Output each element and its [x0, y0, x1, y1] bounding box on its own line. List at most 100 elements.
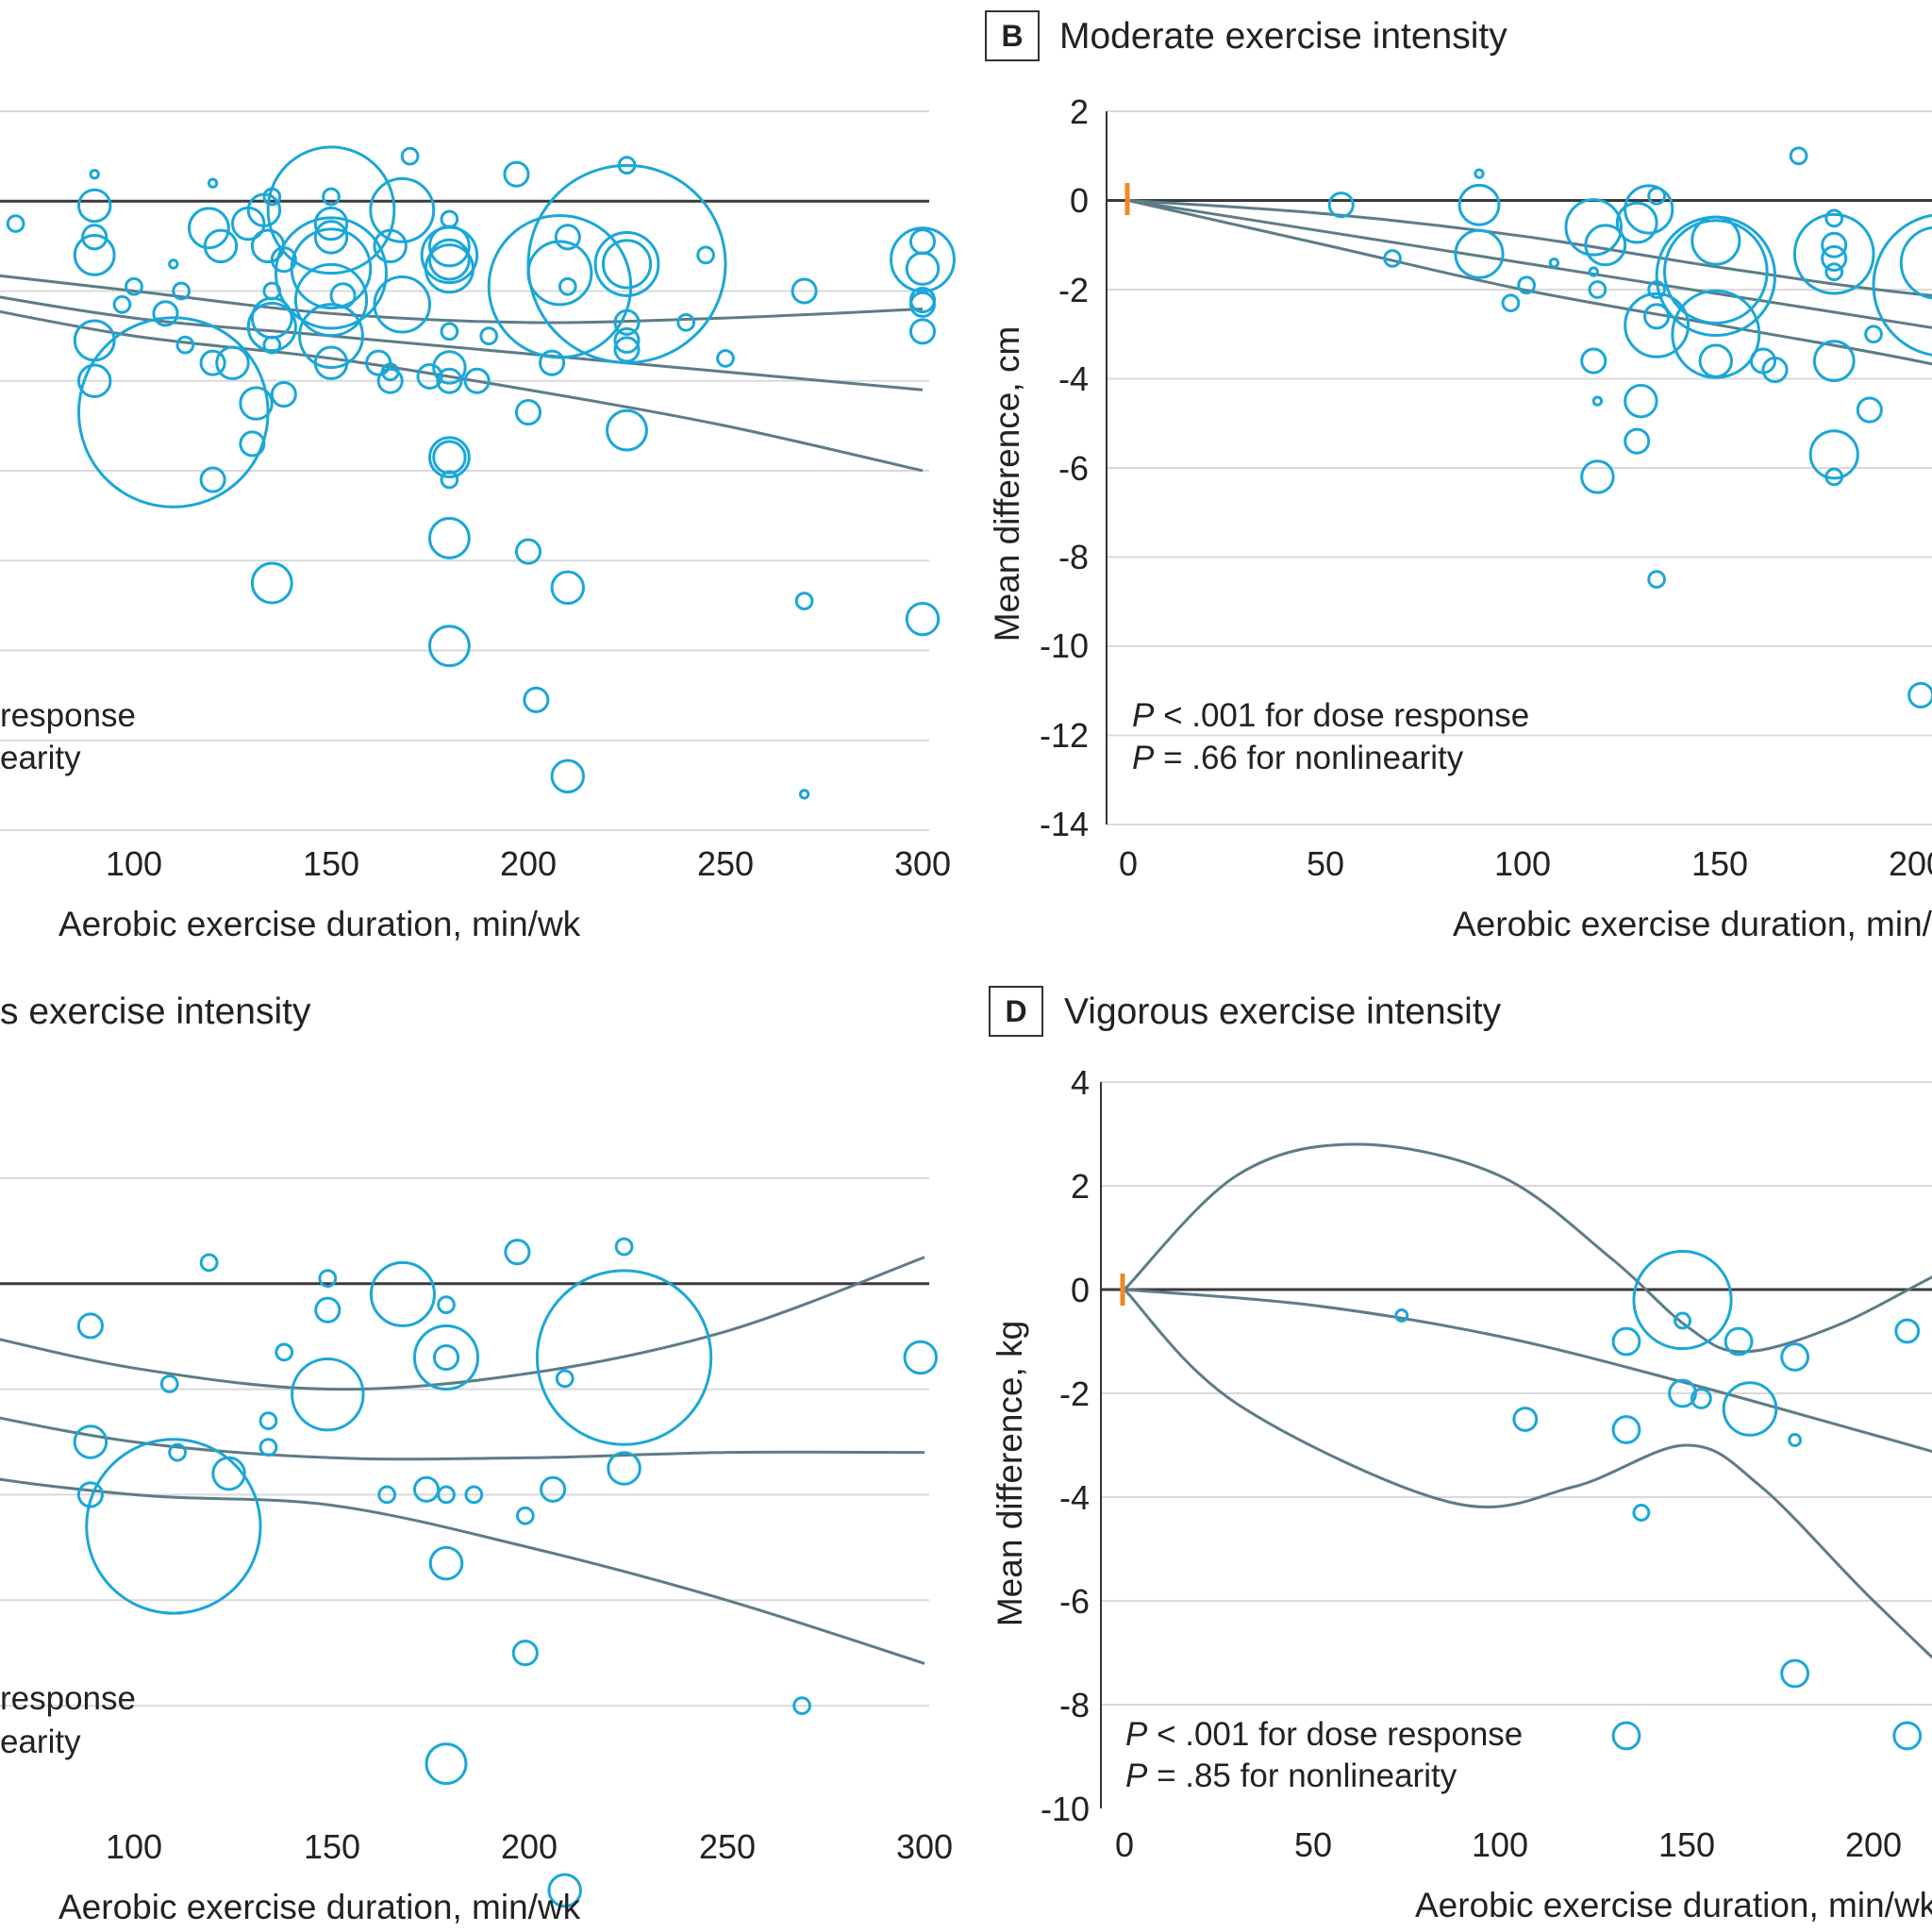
panel-a-study-bubble — [89, 168, 100, 180]
panel-b-annotation-dose: P < .001 for dose response — [1132, 697, 1529, 734]
panel-a-x-tick: 100 — [106, 844, 162, 883]
panel-a-study-bubble — [436, 367, 463, 394]
panel-c-study-bubble — [168, 1442, 187, 1462]
panel-d-study-bubble — [1611, 1415, 1641, 1444]
panel-d-y-tick: -10 — [1041, 1790, 1090, 1828]
panel-a-study-bubble — [73, 319, 116, 362]
panel-c-x-tick: 100 — [106, 1827, 162, 1866]
panel-b-study-bubble — [1624, 427, 1651, 455]
panel-c-study-bubble — [437, 1295, 456, 1314]
panel-c-x-tick: 150 — [304, 1827, 360, 1866]
panel-a-study-bubble — [440, 209, 459, 229]
panel-b-y-tick: -12 — [1040, 716, 1089, 755]
panel-b-study-bubble — [1761, 357, 1789, 384]
panel-d-letter-box — [989, 986, 1043, 1037]
panel-a: 100 150 200 250 300 Aerobic exercise dur… — [0, 110, 956, 943]
panel-c-annotation-nonlinearity: earity — [0, 1724, 81, 1760]
panel-d-gridlines — [1101, 1081, 1932, 1706]
panel-d-y-tick: 0 — [1071, 1271, 1090, 1309]
panel-d-study-bubble — [1892, 1721, 1923, 1751]
panel-c-x-axis-title: Aerobic exercise duration, min/wk — [58, 1888, 581, 1926]
panel-d-estimate-curve — [1124, 1288, 1932, 1454]
panel-c-study-bubble — [515, 1506, 535, 1525]
panel-c-study-bubble — [535, 1269, 713, 1446]
panel-d-study-bubble — [1512, 1407, 1539, 1432]
panel-d-study-bubble — [1722, 1381, 1778, 1437]
panel-d-x-axis-title: Aerobic exercise duration, min/wk — [1415, 1886, 1932, 1924]
panel-a-study-bubble — [125, 276, 143, 296]
panel-b-annotation-nonlinearity: P = .66 for nonlinearity — [1132, 740, 1464, 776]
panel-d-annotation-dose-text: < .001 for dose response — [1147, 1716, 1523, 1753]
panel-a-study-bubble — [696, 245, 715, 265]
panel-d-x-tick: 150 — [1658, 1825, 1715, 1864]
panel-c-curves — [0, 1256, 925, 1665]
panel-a-study-bubble — [798, 789, 810, 800]
panel-a-study-bubble — [290, 227, 373, 309]
panel-c-x-ticks: 100 150 200 250 300 — [106, 1827, 953, 1866]
panel-b-study-bubble — [1789, 146, 1808, 166]
panel-b-bubbles — [1327, 146, 1932, 709]
panel-a-study-bubble — [81, 224, 108, 251]
panel-c-study-bubble — [73, 1424, 108, 1459]
panel-a-study-bubble — [550, 570, 586, 606]
panel-b-estimate-curve — [1127, 199, 1932, 329]
panel-b-study-bubble — [1643, 303, 1671, 330]
panel-b-study-bubble — [1824, 467, 1844, 487]
panel-c-upper-ci-curve — [0, 1256, 925, 1391]
panel-b-y-tick: -10 — [1040, 626, 1089, 665]
panel-b-letter: B — [1001, 19, 1023, 53]
panel-b-x-tick: 50 — [1307, 844, 1344, 883]
panel-a-study-bubble — [514, 538, 542, 565]
panel-c-study-bubble — [412, 1475, 441, 1503]
panel-b-x-axis-title: Aerobic exercise duration, min/wk — [1453, 905, 1932, 943]
panel-d-y-tick: -4 — [1059, 1478, 1090, 1517]
panel-b-study-bubble — [1580, 347, 1607, 375]
panel-d-curves — [1123, 1142, 1932, 1659]
panel-b-x-ticks: 0 50 100 150 200 — [1119, 844, 1932, 883]
panel-d-y-ticks: 4 2 0 -2 -4 -6 -8 -10 — [1041, 1063, 1090, 1828]
panel-a-study-bubble — [908, 228, 937, 256]
panel-d-lower-ci-curve — [1123, 1288, 1932, 1659]
panel-c-estimate-curve — [0, 1416, 925, 1461]
panel-d-x-tick: 200 — [1845, 1825, 1902, 1864]
panel-b-study-bubble — [1474, 168, 1485, 179]
panel-a-bubbles — [6, 145, 956, 800]
panel-a-study-bubble — [313, 206, 349, 242]
panel-d: D Vigorous exercise intensity Mean diffe… — [989, 986, 1932, 1924]
panel-a-study-bubble — [593, 230, 660, 297]
panel-a-study-bubble — [168, 258, 179, 270]
panel-c-x-tick: 250 — [699, 1827, 756, 1866]
panel-c-study-bubble — [76, 1481, 104, 1508]
panel-a-study-bubble — [432, 440, 467, 475]
panel-b-x-tick: 200 — [1889, 844, 1932, 883]
panel-d-upper-ci-curve — [1123, 1142, 1932, 1354]
panel-b-upper-ci-curve — [1127, 199, 1932, 297]
panel-b-study-bubble — [1821, 244, 1848, 272]
panel-a-study-bubble — [676, 312, 696, 332]
panel-c-study-bubble — [437, 1485, 456, 1505]
panel-b-y-tick: -4 — [1058, 359, 1089, 398]
panel-d-annotation-dose: P < .001 for dose response — [1125, 1716, 1523, 1753]
panel-c-gridlines — [0, 1176, 929, 1707]
panel-d-study-bubble — [1780, 1658, 1810, 1689]
panel-a-study-bubble — [400, 146, 420, 166]
panel-c-x-tick: 200 — [501, 1827, 558, 1866]
panel-d-study-bubble — [1632, 1249, 1733, 1351]
panel-c-study-bubble — [275, 1342, 294, 1362]
panel-b-study-bubble — [1383, 249, 1402, 268]
panel-a-study-bubble — [199, 349, 226, 376]
panel-c-study-bubble — [464, 1485, 484, 1505]
panel-c-study-bubble — [607, 1451, 641, 1486]
panel-b-annotation-dose-text: < .001 for dose response — [1154, 697, 1529, 734]
panel-a-study-bubble — [203, 228, 239, 264]
panel-b-study-bubble — [1662, 219, 1769, 325]
panel-c-study-bubble — [614, 1237, 634, 1257]
panel-a-study-bubble — [274, 216, 389, 330]
panel-b-y-ticks: 2 0 -2 -4 -6 -8 -10 -12 -14 — [1040, 92, 1089, 843]
panel-a-study-bubble — [250, 561, 293, 605]
panel-d-study-bubble — [1724, 1326, 1754, 1357]
panel-a-study-bubble — [76, 363, 112, 398]
panel-b-lower-ci-curve — [1127, 199, 1932, 366]
panel-a-study-bubble — [373, 275, 431, 334]
panel-b-study-bubble — [1824, 262, 1844, 281]
